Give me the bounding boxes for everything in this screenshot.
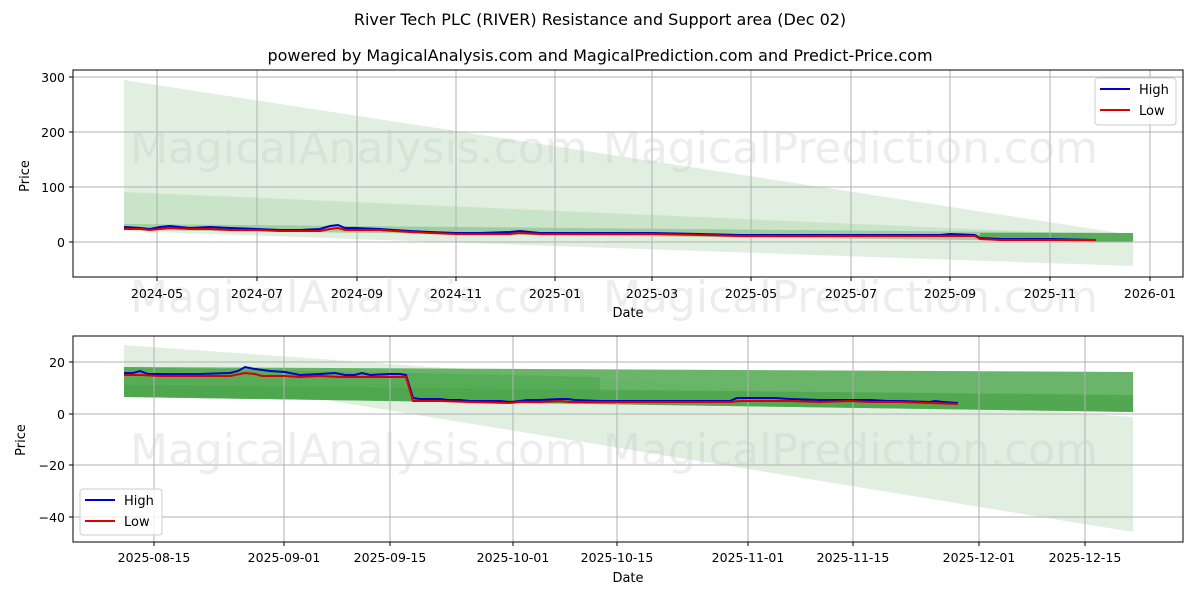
watermark-magicalanalysis-2: MagicalAnalysis.com xyxy=(130,272,588,323)
top-x-tick: 2025-03 xyxy=(626,286,678,301)
top-y-tick-200: 200 xyxy=(41,125,65,140)
top-x-tick: 2026-01 xyxy=(1124,286,1176,301)
top-x-ticks xyxy=(156,277,1151,281)
bottom-x-tick: 2025-08-15 xyxy=(118,550,191,565)
bottom-x-tick: 2025-09-15 xyxy=(354,550,427,565)
bottom-y-ticks xyxy=(69,361,73,518)
top-x-tick: 2024-05 xyxy=(131,286,183,301)
top-axes-frame xyxy=(72,69,1184,278)
bottom-x-tick: 2025-12-01 xyxy=(943,550,1016,565)
bottom-x-axis-label: Date xyxy=(612,571,643,586)
top-chart: MagicalAnalysis.com MagicalPrediction.co… xyxy=(18,69,1184,323)
top-y-tick-0: 0 xyxy=(57,235,65,250)
top-y-tick-300: 300 xyxy=(41,70,65,85)
top-x-tick: 2025-09 xyxy=(924,286,976,301)
watermark-magicalprediction-3: MagicalPrediction.com xyxy=(603,425,1098,476)
top-x-axis-label: Date xyxy=(612,306,643,321)
legend-high-label: High xyxy=(124,494,154,509)
chart-title: River Tech PLC (RIVER) Resistance and Su… xyxy=(353,10,847,29)
top-x-tick: 2025-01 xyxy=(529,286,581,301)
bottom-axes-frame xyxy=(72,335,1184,543)
legend-low-label: Low xyxy=(1139,104,1165,119)
bottom-x-tick: 2025-11-01 xyxy=(712,550,785,565)
top-y-axis-label: Price xyxy=(18,160,33,192)
top-x-tick: 2025-11 xyxy=(1024,286,1076,301)
bottom-y-tick-minus40: −40 xyxy=(39,510,65,525)
top-x-tick: 2024-07 xyxy=(231,286,283,301)
bottom-chart: MagicalAnalysis.com MagicalPrediction.co… xyxy=(14,335,1184,586)
bottom-grid xyxy=(73,336,1183,542)
top-legend: High Low xyxy=(1094,77,1177,126)
top-grid xyxy=(73,70,1183,277)
watermark-magicalanalysis-3: MagicalAnalysis.com xyxy=(130,425,588,476)
bottom-x-ticks xyxy=(153,542,1086,546)
bottom-x-tick: 2025-11-15 xyxy=(817,550,890,565)
bottom-x-tick: 2025-10-15 xyxy=(581,550,654,565)
bottom-x-tick: 2025-10-01 xyxy=(477,550,550,565)
legend-high-label: High xyxy=(1139,83,1169,98)
watermark-magicalprediction: MagicalPrediction.com xyxy=(603,123,1098,174)
bottom-y-tick-minus20: −20 xyxy=(39,458,65,473)
bottom-legend: High Low xyxy=(79,488,163,536)
bottom-x-tick: 2025-09-01 xyxy=(248,550,321,565)
top-x-tick: 2025-07 xyxy=(825,286,877,301)
bottom-y-tick-0: 0 xyxy=(57,407,65,422)
top-low-line xyxy=(124,226,1096,241)
bottom-low-line xyxy=(124,371,959,405)
bottom-x-tick: 2025-12-15 xyxy=(1049,550,1122,565)
core-band-lower xyxy=(124,367,600,400)
bottom-y-tick-20: 20 xyxy=(49,355,65,370)
bottom-y-axis-label: Price xyxy=(14,424,29,456)
top-y-tick-100: 100 xyxy=(41,180,65,195)
top-x-tick: 2025-05 xyxy=(725,286,777,301)
watermark-magicalanalysis: MagicalAnalysis.com xyxy=(130,123,588,174)
top-x-tick: 2024-09 xyxy=(331,286,383,301)
top-x-tick: 2024-11 xyxy=(430,286,482,301)
legend-low-label: Low xyxy=(124,515,150,530)
top-y-ticks xyxy=(69,76,73,243)
chart-subtitle: powered by MagicalAnalysis.com and Magic… xyxy=(267,46,933,65)
